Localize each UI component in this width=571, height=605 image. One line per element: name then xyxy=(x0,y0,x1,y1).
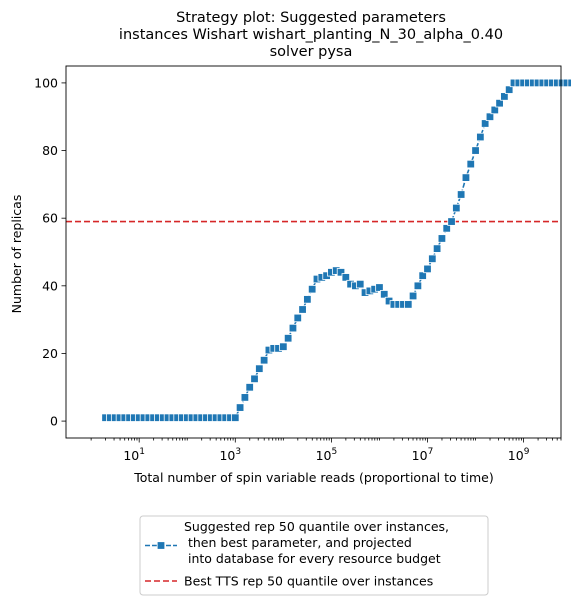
suggested-series-point xyxy=(466,159,475,169)
suggested-series-point xyxy=(461,173,471,182)
suggested-series-point xyxy=(356,279,365,289)
x-tick-label: 103 xyxy=(219,447,241,463)
suggested-series-point xyxy=(456,190,466,199)
suggested-series-point xyxy=(288,323,298,333)
suggested-series-point xyxy=(428,254,437,263)
chart-title: Strategy plot: Suggested parametersinsta… xyxy=(119,10,503,60)
suggested-series-point xyxy=(298,305,307,314)
x-axis: 101 103 105 107 109 xyxy=(90,438,562,463)
legend-label-suggested: Suggested rep 50 quantile over instances… xyxy=(184,519,449,566)
suggested-series-point xyxy=(255,364,264,373)
suggested-series-point xyxy=(413,281,423,291)
suggested-series-point xyxy=(293,313,302,323)
y-tick-label: 40 xyxy=(42,278,58,293)
suggested-series-point xyxy=(380,290,389,299)
x-tick-label: 105 xyxy=(316,447,338,463)
suggested-series-point xyxy=(452,203,461,213)
legend-box xyxy=(139,515,489,596)
suggested-series-point xyxy=(336,268,346,277)
chart-title-line: Strategy plot: Suggested parameters xyxy=(176,10,446,26)
suggested-series-point xyxy=(279,342,288,351)
suggested-series-point xyxy=(490,105,499,115)
y-axis: 0 20 40 60 80 100 xyxy=(34,75,66,429)
x-tick-label: 109 xyxy=(508,447,530,463)
plot-frame xyxy=(65,65,562,439)
suggested-series-point xyxy=(471,146,480,155)
y-tick-label: 60 xyxy=(42,211,58,226)
suggested-series-point xyxy=(432,244,442,253)
suggested-series-point xyxy=(375,283,384,292)
x-tick-label: 107 xyxy=(412,447,434,463)
y-tick-label: 100 xyxy=(34,75,58,90)
y-tick-label: 0 xyxy=(50,414,58,429)
suggested-series-point xyxy=(485,112,495,121)
suggested-series-point xyxy=(447,217,456,226)
suggested-series-point xyxy=(235,403,245,412)
suggested-series-point xyxy=(283,334,293,343)
suggested-series-point xyxy=(504,85,514,94)
x-tick-label: 101 xyxy=(123,447,145,463)
chart-title-line: instances Wishart wishart_planting_N_30_… xyxy=(119,27,503,43)
suggested-series-point xyxy=(480,119,490,128)
suggested-series-point xyxy=(418,271,427,280)
suggested-series-point xyxy=(442,224,451,233)
x-axis-label: Total number of spin variable reads (pro… xyxy=(133,470,494,485)
suggested-series-point xyxy=(341,273,351,282)
legend: Suggested rep 50 quantile over instances… xyxy=(139,515,489,596)
y-axis-label: Number of replicas xyxy=(9,195,24,314)
suggested-series-point xyxy=(500,92,509,101)
suggested-series-point xyxy=(231,413,240,422)
suggested-series-point xyxy=(408,291,418,301)
plot-area xyxy=(65,65,571,439)
suggested-series-point xyxy=(240,393,250,402)
y-tick-label: 80 xyxy=(42,143,58,158)
suggested-series-point xyxy=(303,295,312,304)
suggested-series-point xyxy=(250,374,259,384)
suggested-series-point xyxy=(476,132,485,142)
suggested-series-point xyxy=(307,284,317,294)
legend-label-best-tts: Best TTS rep 50 quantile over instances xyxy=(184,574,433,589)
legend-marker-suggested xyxy=(156,541,166,550)
suggested-series-point xyxy=(404,300,413,309)
suggested-series-point xyxy=(423,264,432,274)
suggested-series-point xyxy=(259,356,269,365)
suggested-series-line xyxy=(105,82,571,419)
suggested-series-point xyxy=(567,78,571,88)
chart-title-line: solver pysa xyxy=(270,44,353,60)
suggested-series-point xyxy=(245,383,254,392)
y-tick-label: 20 xyxy=(42,346,58,361)
suggested-series-point xyxy=(437,234,447,243)
suggested-series-point xyxy=(495,99,504,108)
